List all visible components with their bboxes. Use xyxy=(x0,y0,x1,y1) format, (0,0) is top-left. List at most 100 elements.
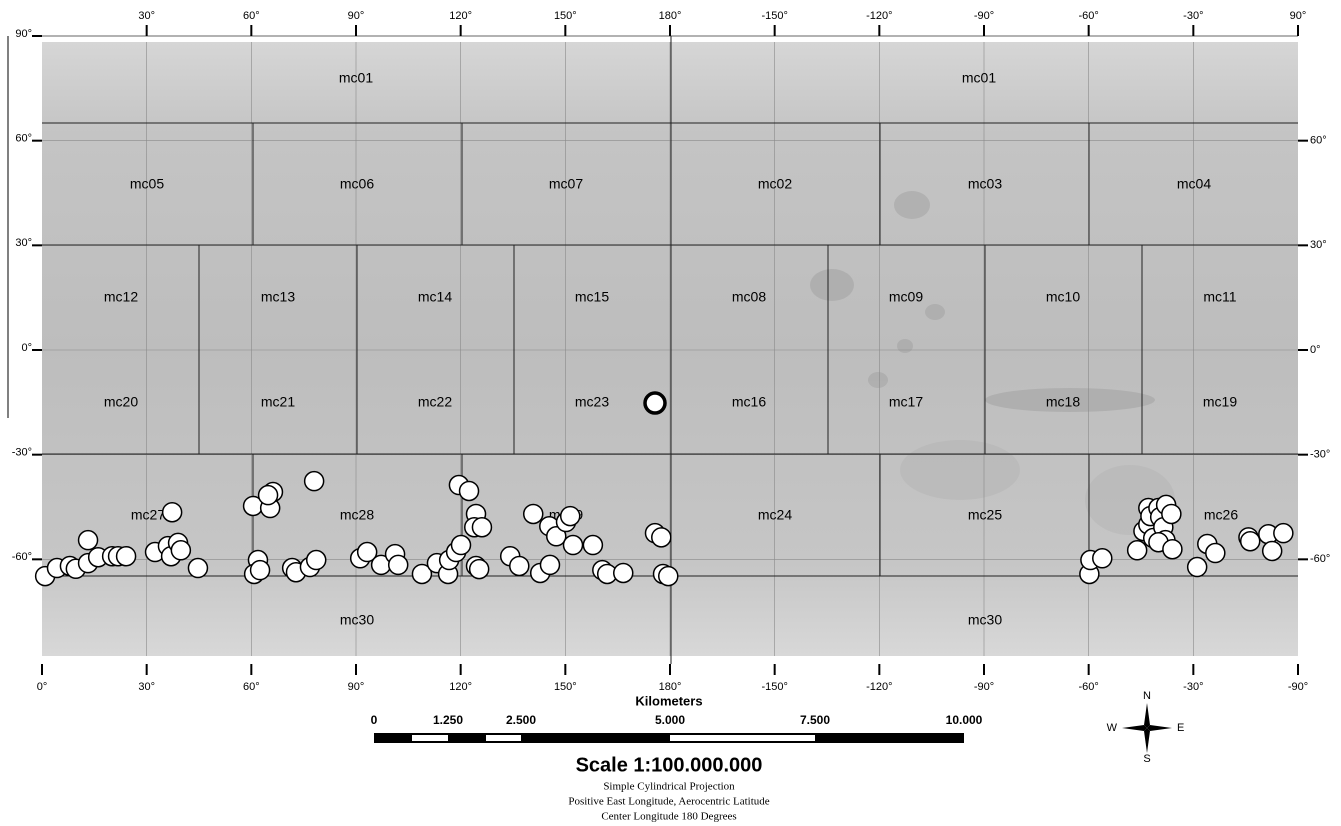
scale-ratio: Scale 1:100.000.000 xyxy=(576,754,763,776)
left-axis-label: -60° xyxy=(12,551,32,563)
quadrangle-label: mc27 xyxy=(131,507,165,523)
quadrangle-label: mc06 xyxy=(340,176,374,192)
top-axis-label: -30° xyxy=(1183,10,1203,22)
quadrangle-label: mc24 xyxy=(758,507,792,523)
right-axis-label: -30° xyxy=(1310,449,1330,461)
compass-s: S xyxy=(1143,753,1150,765)
bottom-axis-label: 30° xyxy=(138,681,155,693)
bottom-axis-label: -60° xyxy=(1079,681,1099,693)
site xyxy=(188,559,207,578)
site xyxy=(117,547,136,566)
site xyxy=(1128,541,1147,560)
site xyxy=(305,472,324,491)
quadrangle-label: mc23 xyxy=(575,394,609,410)
quadrangle-label: mc22 xyxy=(418,394,452,410)
projection-note: Positive East Longitude, Aerocentric Lat… xyxy=(568,796,769,808)
site xyxy=(564,536,583,555)
site xyxy=(79,531,98,550)
quadrangle-label: mc03 xyxy=(968,176,1002,192)
site xyxy=(389,555,408,574)
quadrangle-label: mc09 xyxy=(889,289,923,305)
page: body { margin: 0; background: #fff; font… xyxy=(0,0,1341,826)
top-axis-label: -60° xyxy=(1079,10,1099,22)
quadrangle-label: mc11 xyxy=(1203,289,1236,305)
bottom-axis-label: -150° xyxy=(761,681,787,693)
site xyxy=(1206,544,1225,563)
top-axis-label: 120° xyxy=(449,10,472,22)
quadrangle-label: mc19 xyxy=(1203,394,1237,410)
top-axis-label: 150° xyxy=(554,10,577,22)
left-axis-label: 0° xyxy=(21,342,32,354)
quadrangle-label: mc20 xyxy=(104,394,138,410)
compass-e: E xyxy=(1177,722,1184,734)
quadrangle-label: mc25 xyxy=(968,507,1002,523)
quadrangle-label: mc18 xyxy=(1046,394,1080,410)
site xyxy=(171,541,190,560)
site xyxy=(510,556,529,575)
site xyxy=(561,507,580,526)
bottom-axis-label: 120° xyxy=(449,681,472,693)
top-axis-label: 180° xyxy=(659,10,682,22)
bottom-axis-label: 90° xyxy=(348,681,365,693)
highlight-site xyxy=(645,393,665,413)
scale-label: 0 xyxy=(371,713,378,727)
map-figure: Kilometers Scale 1:100.000.000 Simple Cy… xyxy=(0,0,1341,826)
top-axis-label: 60° xyxy=(243,10,260,22)
scale-label: 10.000 xyxy=(946,713,983,727)
bottom-axis-label: -90° xyxy=(1288,681,1308,693)
scale-title: Kilometers xyxy=(635,693,702,708)
site xyxy=(472,518,491,537)
body: {"top_axis_labels": ["30°","60°","90°","… xyxy=(0,0,1341,826)
quadrangle-label: mc07 xyxy=(549,176,583,192)
bottom-axis-label: 60° xyxy=(243,681,260,693)
top-axis-label: 90° xyxy=(348,10,365,22)
top-axis-label: 90° xyxy=(1290,10,1307,22)
quadrangle-label: mc14 xyxy=(418,289,452,305)
quadrangle-label: mc10 xyxy=(1046,289,1080,305)
quadrangle-label: mc08 xyxy=(732,289,766,305)
site xyxy=(524,504,543,523)
bottom-axis-label: -120° xyxy=(866,681,892,693)
site xyxy=(259,486,278,505)
bottom-axis-label: 180° xyxy=(659,681,682,693)
site xyxy=(1241,532,1260,551)
projection-note: Simple Cylindrical Projection xyxy=(603,781,735,793)
top-axis-label: -150° xyxy=(761,10,787,22)
compass: N E S W xyxy=(1107,690,1185,765)
quadrangle-label: mc21 xyxy=(261,394,295,410)
quadrangle-label: mc26 xyxy=(1204,507,1238,523)
quadrangle-label: mc17 xyxy=(889,394,923,410)
site xyxy=(452,536,471,555)
site xyxy=(540,555,559,574)
right-axis-label: 30° xyxy=(1310,239,1327,251)
bottom-axis-label: 0° xyxy=(37,681,48,693)
right-axis-label: 60° xyxy=(1310,135,1327,147)
site xyxy=(583,536,602,555)
compass-n: N xyxy=(1143,690,1151,702)
quadrangle-label: mc12 xyxy=(104,289,138,305)
scale-label: 7.500 xyxy=(800,713,830,727)
site xyxy=(460,481,479,500)
top-axis-label: -90° xyxy=(974,10,994,22)
quadrangle-label: mc30 xyxy=(340,612,374,628)
scale-label: 5.000 xyxy=(655,713,685,727)
site xyxy=(1163,540,1182,559)
quadrangle-label: mc13 xyxy=(261,289,295,305)
scale-label: 1.250 xyxy=(433,713,463,727)
bottom-axis-label: -90° xyxy=(974,681,994,693)
quadrangle-label: mc04 xyxy=(1177,176,1211,192)
right-axis-label: 0° xyxy=(1310,344,1321,356)
top-axis-label: -120° xyxy=(866,10,892,22)
projection-note: Center Longitude 180 Degrees xyxy=(601,811,736,823)
site xyxy=(307,551,326,570)
bottom-axis-label: 150° xyxy=(554,681,577,693)
quadrangle-label: mc28 xyxy=(340,507,374,523)
top-axis-label: 30° xyxy=(138,10,155,22)
site xyxy=(659,567,678,586)
site xyxy=(652,528,671,547)
quadrangle-label: mc15 xyxy=(575,289,609,305)
site xyxy=(1263,541,1282,560)
quadrangle-label: mc01 xyxy=(339,70,373,86)
quadrangle-label: mc30 xyxy=(968,612,1002,628)
quadrangle-label: mc01 xyxy=(962,70,996,86)
